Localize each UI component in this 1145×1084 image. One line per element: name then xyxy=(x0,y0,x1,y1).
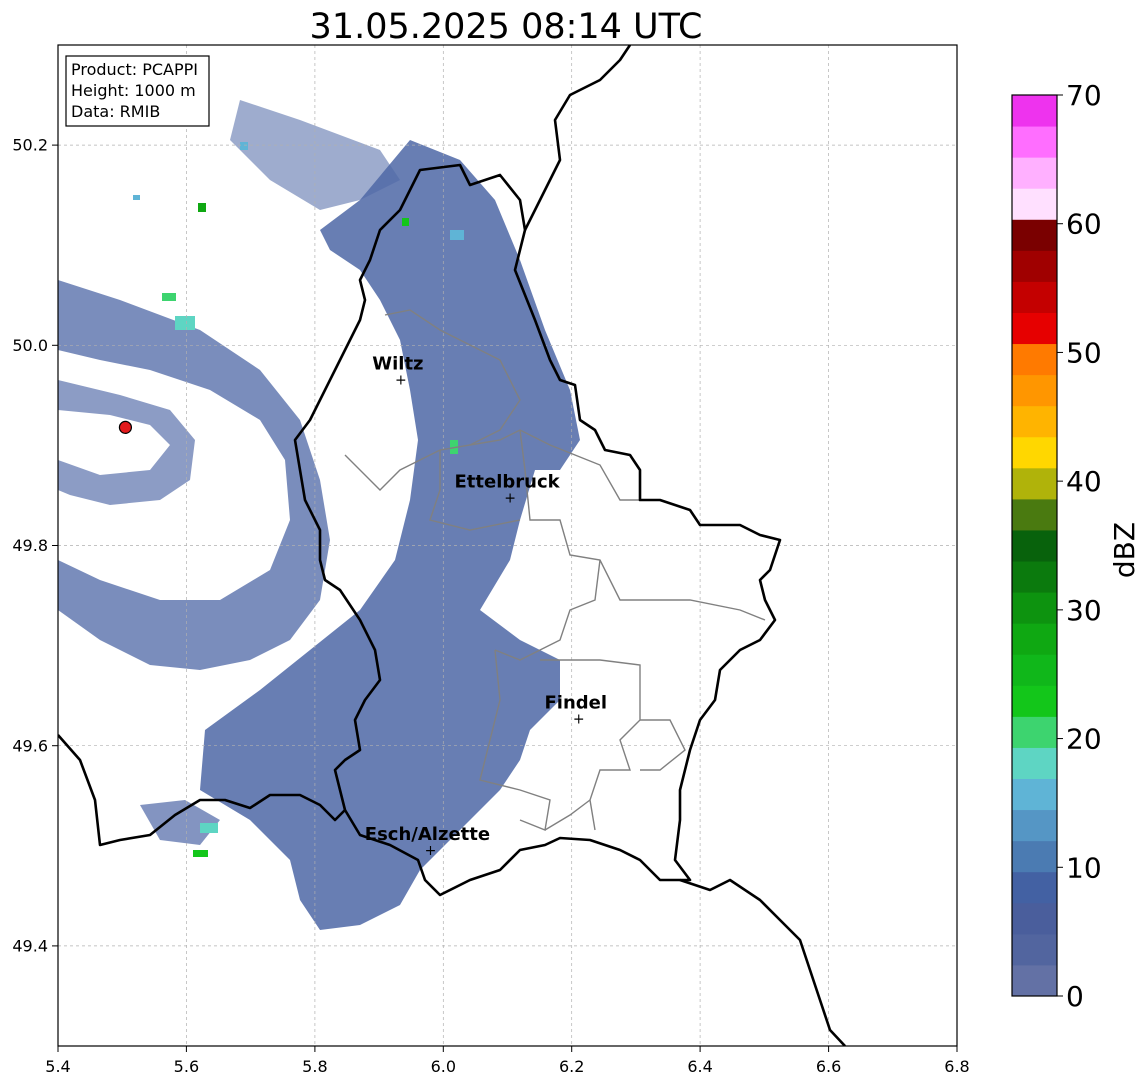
colorbar-swatch xyxy=(1012,561,1057,593)
grid-lines xyxy=(58,45,957,1046)
colorbar-tick-label: 40 xyxy=(1066,465,1102,498)
city-label-ettelbruck: Ettelbruck xyxy=(455,471,561,492)
city-labels: +Wiltz+Ettelbruck+Findel+Esch/Alzette xyxy=(365,353,607,858)
echo-cell xyxy=(402,218,409,226)
city-label-findel: Findel xyxy=(545,693,608,714)
colorbar-swatch xyxy=(1012,250,1057,282)
echo-cell xyxy=(162,293,176,301)
y-axis: 49.4 49.6 49.8 50.0 50.2 xyxy=(12,136,58,956)
colorbar: 0 10 20 30 40 50 60 70 dBZ xyxy=(1011,79,1141,1013)
colorbar-swatch xyxy=(1012,95,1057,127)
colorbar-tick-label: 30 xyxy=(1066,594,1102,627)
city-label-esch-alzette: Esch/Alzette xyxy=(365,824,490,845)
canton-boundaries xyxy=(344,309,766,831)
colorbar-swatch xyxy=(1012,778,1057,811)
x-tick-label: 6.0 xyxy=(431,1057,456,1076)
colorbar-swatch xyxy=(1012,809,1057,842)
reflectivity-echoes xyxy=(58,100,580,930)
colorbar-swatch xyxy=(1012,157,1057,189)
map-layers: +Wiltz+Ettelbruck+Findel+Esch/Alzette xyxy=(58,45,957,1046)
colorbar-tick-label: 20 xyxy=(1066,723,1102,756)
colorbar-swatch xyxy=(1012,343,1057,376)
echo-south xyxy=(140,800,220,845)
x-tick-label: 6.2 xyxy=(559,1057,584,1076)
colorbar-swatch xyxy=(1012,467,1057,500)
figure-title: 31.05.2025 08:14 UTC xyxy=(310,7,703,47)
y-tick-label: 49.8 xyxy=(12,536,48,555)
x-tick-label: 6.6 xyxy=(816,1057,841,1076)
colorbar-swatch xyxy=(1012,747,1057,780)
colorbar-label: dBZ xyxy=(1108,522,1141,578)
y-tick-label: 49.6 xyxy=(12,736,48,755)
colorbar-swatch xyxy=(1012,219,1057,251)
x-tick-label: 5.8 xyxy=(302,1057,327,1076)
national-borders xyxy=(58,45,846,1046)
colorbar-swatch xyxy=(1012,871,1057,904)
x-tick-label: 6.8 xyxy=(944,1057,969,1076)
colorbar-swatch xyxy=(1012,188,1057,220)
echo-cell xyxy=(193,850,208,857)
colorbar-swatch xyxy=(1012,902,1057,935)
colorbar-tick-label: 60 xyxy=(1066,208,1102,241)
echo-cell xyxy=(198,203,206,212)
echo-cell xyxy=(240,142,248,150)
info-data-source: Data: RMIB xyxy=(71,102,160,121)
colorbar-swatch xyxy=(1012,374,1057,407)
colorbar-ticks: 0 10 20 30 40 50 60 70 xyxy=(1057,79,1102,1013)
x-tick-label: 5.4 xyxy=(45,1057,70,1076)
colorbar-swatch xyxy=(1012,623,1057,655)
product-info-box: Product: PCAPPI Height: 1000 m Data: RMI… xyxy=(65,55,210,127)
info-height: Height: 1000 m xyxy=(71,81,196,100)
colorbar-swatch xyxy=(1012,964,1057,997)
city-marker: + xyxy=(504,490,516,506)
echo-cell xyxy=(200,823,218,833)
city-marker: + xyxy=(395,372,407,388)
colorbar-swatch xyxy=(1012,933,1057,966)
colorbar-swatches xyxy=(1012,95,1057,997)
radar-site-marker xyxy=(118,420,133,434)
colorbar-swatch xyxy=(1012,312,1057,345)
y-tick-label: 50.2 xyxy=(12,136,48,155)
colorbar-swatch xyxy=(1012,685,1057,717)
y-tick-label: 50.0 xyxy=(12,336,48,355)
colorbar-swatch xyxy=(1012,126,1057,158)
city-label-wiltz: Wiltz xyxy=(372,353,423,374)
echo-cell xyxy=(133,195,140,200)
echo-cell xyxy=(450,230,464,240)
x-axis: 5.4 5.6 5.8 6.0 6.2 6.4 6.6 6.8 xyxy=(45,1046,970,1076)
y-tick-label: 49.4 xyxy=(12,937,48,956)
x-tick-label: 6.4 xyxy=(687,1057,712,1076)
colorbar-swatch xyxy=(1012,840,1057,873)
colorbar-swatch xyxy=(1012,281,1057,313)
colorbar-tick-label: 50 xyxy=(1066,336,1102,369)
colorbar-frame xyxy=(1011,94,1058,997)
colorbar-swatch xyxy=(1012,498,1057,531)
colorbar-tick-label: 10 xyxy=(1066,851,1102,884)
colorbar-swatch xyxy=(1012,592,1057,624)
colorbar-swatch xyxy=(1012,405,1057,438)
colorbar-swatch xyxy=(1012,529,1057,562)
x-tick-label: 5.6 xyxy=(174,1057,199,1076)
echo-band-west xyxy=(58,280,330,670)
city-marker: + xyxy=(425,843,437,859)
city-marker: + xyxy=(573,712,585,728)
colorbar-tick-label: 0 xyxy=(1066,980,1084,1013)
info-product: Product: PCAPPI xyxy=(71,60,198,79)
colorbar-swatch xyxy=(1012,436,1057,469)
colorbar-tick-label: 70 xyxy=(1066,79,1102,112)
echo-radar-ring xyxy=(58,380,195,505)
echo-band-east xyxy=(200,140,580,930)
colorbar-swatch xyxy=(1012,654,1057,686)
colorbar-swatch xyxy=(1012,716,1057,748)
echo-cell xyxy=(175,316,195,330)
